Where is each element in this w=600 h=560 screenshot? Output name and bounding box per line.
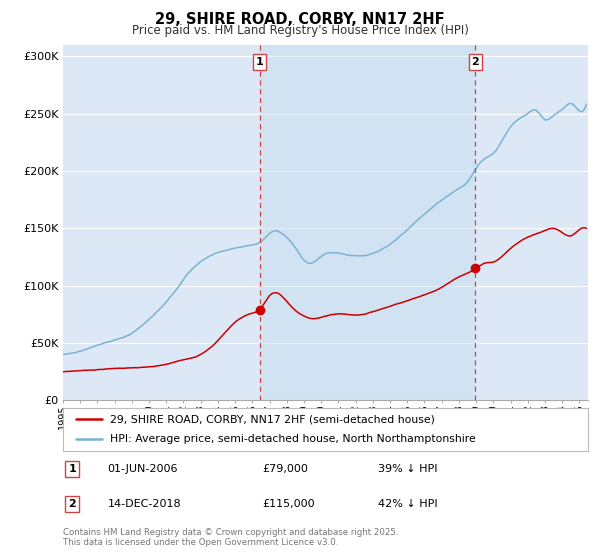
Text: 39% ↓ HPI: 39% ↓ HPI [378,464,437,474]
Text: 29, SHIRE ROAD, CORBY, NN17 2HF (semi-detached house): 29, SHIRE ROAD, CORBY, NN17 2HF (semi-de… [110,414,435,424]
Text: Contains HM Land Registry data © Crown copyright and database right 2025.
This d: Contains HM Land Registry data © Crown c… [63,528,398,547]
Text: 1: 1 [68,464,76,474]
Text: 1: 1 [256,57,263,67]
Text: HPI: Average price, semi-detached house, North Northamptonshire: HPI: Average price, semi-detached house,… [110,434,476,444]
Text: 01-JUN-2006: 01-JUN-2006 [107,464,178,474]
Text: 2: 2 [472,57,479,67]
Text: 14-DEC-2018: 14-DEC-2018 [107,499,181,509]
Text: 29, SHIRE ROAD, CORBY, NN17 2HF: 29, SHIRE ROAD, CORBY, NN17 2HF [155,12,445,27]
Text: £115,000: £115,000 [263,499,315,509]
Text: Price paid vs. HM Land Registry's House Price Index (HPI): Price paid vs. HM Land Registry's House … [131,24,469,37]
Text: 42% ↓ HPI: 42% ↓ HPI [378,499,437,509]
Bar [260,45,475,400]
Text: £79,000: £79,000 [263,464,308,474]
Text: 2: 2 [68,499,76,509]
